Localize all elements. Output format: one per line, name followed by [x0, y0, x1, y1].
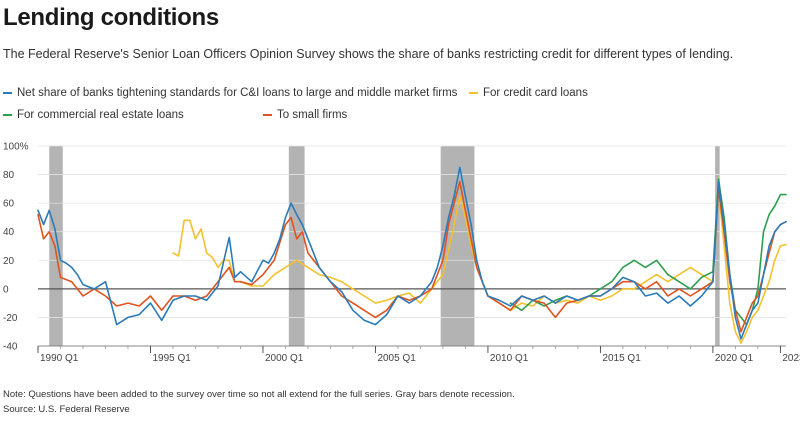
y-axis-labels: 100% 80 60 40 20 0 -20 -40	[3, 142, 29, 353]
recession-bars	[49, 146, 720, 346]
legend-swatch	[3, 114, 12, 116]
chart-title: Lending conditions	[3, 4, 219, 31]
y-tick-label: 100%	[3, 142, 29, 153]
y-tick-label: -20	[3, 313, 18, 324]
legend-swatch	[263, 114, 272, 116]
y-tick-label: 0	[3, 284, 9, 295]
series-line-credit-card	[172, 188, 787, 344]
x-tick-label: 2023 Q1	[782, 353, 800, 364]
legend-swatch	[3, 92, 12, 94]
y-tick-label: 40	[3, 227, 15, 238]
y-tick-label: 20	[3, 256, 15, 267]
legend-label: Net share of banks tightening standards …	[17, 87, 458, 99]
y-tick-label: 80	[3, 170, 15, 181]
legend-item-large-middle-firms: Net share of banks tightening standards …	[3, 87, 457, 99]
legend-item-small-firms: To small firms	[263, 109, 347, 121]
x-axis: 1990 Q1 1995 Q1 2000 Q1 2005 Q1 2010 Q1 2015 …	[37, 345, 800, 364]
x-tick-label: 2020 Q1	[715, 353, 754, 364]
series-line-commercial-real-estate	[509, 178, 787, 326]
x-tick-label: 2015 Q1	[602, 353, 641, 364]
x-tick-label: 2000 Q1	[265, 353, 304, 364]
legend-label: For commercial real estate loans	[17, 109, 184, 121]
recession-bar	[715, 146, 720, 346]
recession-bar	[288, 146, 305, 346]
chart-subtitle: The Federal Reserve's Senior Loan Office…	[3, 47, 734, 61]
y-tick-label: -40	[3, 342, 18, 353]
x-tick-label: 1995 Q1	[152, 353, 191, 364]
legend-label: For credit card loans	[483, 87, 588, 99]
series-lines	[37, 166, 787, 344]
footnote: Note: Questions have been added to the s…	[3, 389, 515, 400]
x-tick-label: 2010 Q1	[490, 353, 529, 364]
series-line-small-firms	[37, 180, 787, 333]
legend-item-credit-card: For credit card loans	[469, 87, 588, 99]
x-tick-label: 1990 Q1	[40, 353, 79, 364]
source-note: Source: U.S. Federal Reserve	[3, 404, 130, 415]
recession-bar	[49, 146, 63, 346]
series-line-large-middle-firms	[37, 166, 787, 340]
legend-item-commercial-real-estate: For commercial real estate loans	[3, 109, 184, 121]
gridlines	[38, 145, 786, 347]
x-tick-label: 2005 Q1	[377, 353, 416, 364]
legend-label: To small firms	[277, 109, 348, 121]
legend-swatch	[469, 92, 478, 94]
y-tick-label: 60	[3, 199, 15, 210]
